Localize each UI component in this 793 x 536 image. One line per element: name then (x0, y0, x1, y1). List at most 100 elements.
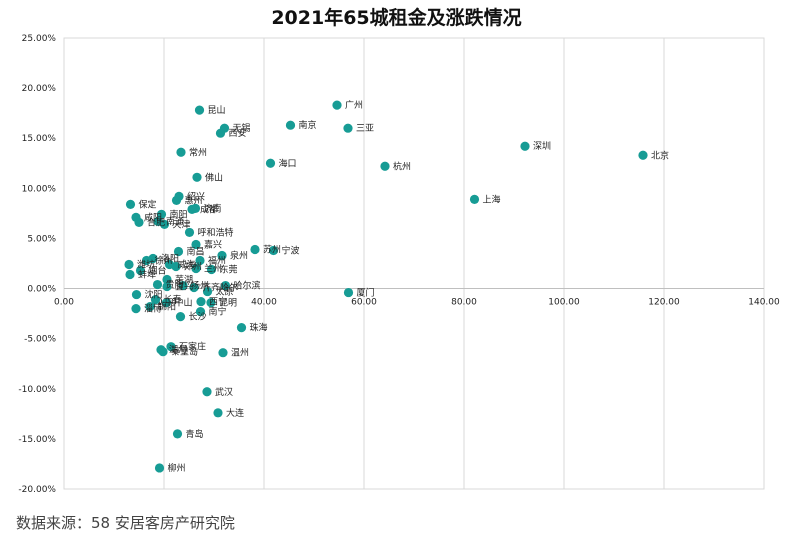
point-label: 济南 (204, 202, 222, 214)
point-label: 三亚 (356, 123, 374, 134)
plot-frame (63, 37, 765, 490)
source-note: 数据来源：58 安居客房产研究院 (16, 514, 235, 532)
point-label: 常州 (189, 146, 207, 158)
data-point[interactable] (176, 147, 186, 157)
data-point[interactable] (187, 204, 197, 214)
data-point[interactable] (196, 296, 206, 307)
point-label: 烟台 (149, 265, 167, 277)
y-tick-label: -15.00% (18, 435, 56, 445)
x-tick-label: 140.00 (748, 298, 780, 308)
point-label: 昆山 (208, 105, 226, 116)
data-point[interactable] (194, 105, 205, 115)
data-point[interactable] (159, 219, 170, 230)
data-point[interactable] (178, 280, 188, 291)
data-point[interactable] (206, 264, 217, 275)
data-point[interactable] (332, 100, 342, 110)
data-point[interactable] (191, 263, 201, 274)
y-tick-label: 25.00% (22, 34, 57, 44)
point-label: 宁波 (282, 244, 300, 256)
point-label: 福州 (208, 254, 226, 266)
data-point[interactable] (217, 250, 227, 261)
point-label: 厦门 (357, 287, 375, 299)
data-point[interactable] (154, 463, 165, 473)
data-point[interactable] (156, 209, 167, 219)
point-label: 上海 (483, 193, 501, 205)
point-label: 郑州 (184, 261, 202, 273)
data-point[interactable] (172, 429, 183, 439)
data-point[interactable] (215, 128, 226, 138)
data-point[interactable] (195, 307, 206, 317)
point-label: 淄博 (144, 303, 162, 315)
point-label: 海口 (279, 157, 297, 169)
data-point[interactable] (220, 280, 231, 291)
x-tick-label: 80.00 (451, 298, 477, 308)
data-point[interactable] (250, 244, 260, 255)
data-point[interactable] (161, 297, 172, 308)
point-label: 呼和浩特 (198, 226, 234, 238)
data-point[interactable] (171, 261, 181, 272)
data-point[interactable] (285, 120, 296, 130)
data-point[interactable] (380, 161, 390, 171)
data-point[interactable] (195, 255, 205, 266)
data-point[interactable] (202, 286, 213, 297)
data-point[interactable] (162, 281, 172, 292)
data-point[interactable] (152, 279, 163, 290)
y-tick-label: 5.00% (27, 234, 56, 244)
data-point[interactable] (343, 287, 354, 298)
point-label: 沈阳 (145, 289, 163, 301)
data-point[interactable] (206, 297, 216, 308)
data-point[interactable] (202, 387, 212, 397)
data-point[interactable] (134, 217, 144, 228)
point-label: 西安 (229, 127, 247, 139)
data-point[interactable] (218, 348, 228, 358)
point-label: 无锡 (233, 123, 251, 134)
point-label: 蚌埠 (138, 269, 156, 281)
data-point[interactable] (343, 123, 353, 133)
data-point[interactable] (174, 191, 184, 201)
data-point[interactable] (236, 323, 247, 333)
data-point[interactable] (184, 227, 195, 238)
point-label: 秦皇岛 (171, 346, 198, 358)
point-label: 宜兴 (175, 281, 193, 293)
point-label: 长沙 (189, 311, 207, 323)
data-point[interactable] (131, 289, 142, 300)
point-label: 珠海 (250, 322, 268, 334)
point-label: 湖州 (169, 345, 187, 356)
data-point[interactable] (175, 312, 186, 322)
point-label: 天津 (173, 219, 191, 230)
x-tick-label: 100.00 (548, 298, 580, 308)
data-point[interactable] (125, 199, 136, 209)
data-point[interactable] (189, 282, 199, 293)
point-label: 南京 (299, 119, 317, 131)
data-point[interactable] (162, 274, 172, 285)
chart-title: 2021年65城租金及涨跌情况 (271, 7, 522, 29)
x-tick-label: 60.00 (351, 298, 377, 308)
data-point[interactable] (150, 294, 161, 305)
point-label: 贵阳 (166, 279, 184, 291)
point-label: 洛阳 (161, 252, 179, 264)
data-point[interactable] (265, 158, 276, 168)
data-point[interactable] (192, 172, 202, 182)
data-point[interactable] (173, 246, 184, 257)
data-point[interactable] (131, 304, 141, 314)
y-tick-label: 15.00% (22, 134, 57, 144)
data-point[interactable] (148, 253, 158, 264)
data-point[interactable] (156, 345, 166, 355)
data-point[interactable] (135, 265, 146, 276)
data-point[interactable] (145, 301, 155, 312)
point-label: 哈尔滨 (234, 280, 261, 292)
data-point[interactable] (125, 269, 135, 280)
point-label: 成都 (200, 203, 218, 215)
data-point[interactable] (469, 194, 480, 204)
data-point[interactable] (191, 239, 201, 250)
point-label: 合肥 (147, 216, 165, 228)
data-point[interactable] (213, 408, 223, 418)
data-point[interactable] (124, 259, 134, 270)
x-tick-label: 120.00 (648, 298, 680, 308)
point-label: 兰州 (204, 263, 222, 275)
data-point[interactable] (166, 342, 176, 352)
data-point[interactable] (520, 141, 530, 151)
data-point[interactable] (268, 245, 279, 256)
data-point[interactable] (638, 150, 648, 160)
